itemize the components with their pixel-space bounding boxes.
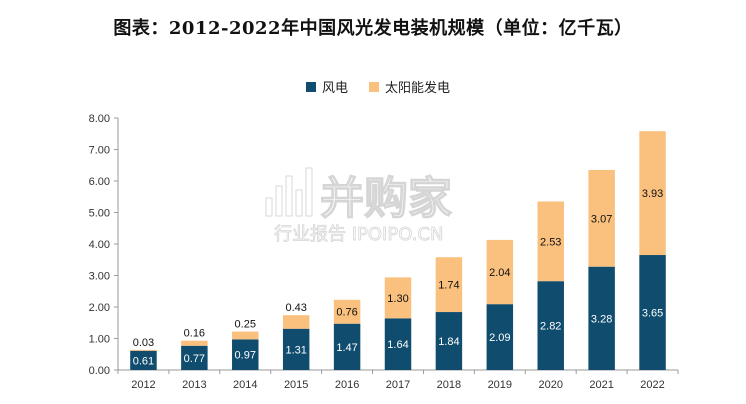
data-label-wind: 1.64 [387,339,408,351]
data-label-wind: 3.65 [642,308,663,320]
x-tick-label: 2016 [335,379,359,391]
x-tick-label: 2020 [538,379,562,391]
data-label-wind: 3.28 [591,313,612,325]
bar-segment-wind [333,323,361,370]
bar-segment-solar [639,131,666,256]
x-tick-label: 2013 [182,379,206,391]
data-label-wind: 0.77 [184,353,205,365]
data-label-wind: 1.47 [336,342,357,354]
bar-segment-solar [588,169,615,267]
legend-label-wind: 风电 [322,81,348,96]
bar-segment-solar [282,315,310,329]
watermark-main-text: 并购家 [320,173,452,224]
y-tick-label: 8.00 [89,113,110,125]
x-tick-label: 2021 [589,379,613,391]
legend-swatch-solar [369,82,379,92]
x-tick-label: 2017 [386,379,410,391]
bar-segment-wind [537,281,564,370]
x-tick-label: 2012 [131,379,155,391]
data-label-wind: 1.84 [438,336,459,348]
bar-segment-solar [384,277,412,319]
data-label-solar: 0.16 [184,328,205,340]
y-tick-label: 2.00 [89,302,110,314]
bar-segment-wind [639,255,666,370]
y-tick-label: 5.00 [89,208,110,220]
data-label-solar: 2.53 [540,236,561,248]
data-label-wind: 2.09 [489,332,510,344]
data-label-wind: 2.82 [540,321,561,333]
y-tick-label: 1.00 [89,334,110,346]
bar-segment-wind [384,318,412,370]
data-label-solar: 1.30 [387,293,408,305]
x-tick-label: 2014 [233,379,257,391]
bar-segment-wind [130,350,157,370]
bar-segment-solar [232,331,259,340]
bar-segment-wind [232,339,259,370]
bar-segment-wind [486,304,514,370]
watermark: 并购家 行业报告 IPOIPO.CN [265,167,453,245]
bar-chart-logo-icon [265,167,313,217]
x-tick-label: 2015 [284,379,308,391]
bar-segment-wind [435,312,463,370]
data-label-solar: 0.03 [133,337,154,349]
bar-segment-solar [537,201,564,282]
legend: 风电 太阳能发电 [306,80,450,96]
data-label-solar: 0.43 [285,302,306,314]
data-label-wind: 0.61 [133,355,154,367]
x-tick-label: 2018 [437,379,461,391]
y-tick-label: 6.00 [89,176,110,188]
bar-segment-solar [181,340,208,346]
y-tick-label: 0.00 [89,365,110,377]
data-labels: 0.61 0.03 0.77 0.16 0.97 0.25 1.31 0.43 1.47 0.76… [133,188,664,367]
x-tick-label: 2022 [640,379,664,391]
data-label-solar: 0.25 [235,319,256,331]
data-label-solar: 2.04 [489,267,510,279]
data-label-wind: 0.97 [235,350,256,362]
legend-swatch-wind [306,82,316,92]
data-label-solar: 3.07 [591,213,612,225]
bar-segment-solar [435,257,463,313]
chart-title: 图表：2012-2022年中国风光发电装机规模（单位：亿千瓦） [113,18,633,39]
bar-segment-solar [130,349,157,351]
watermark-sub-text: 行业报告 IPOIPO.CN [274,224,443,245]
bar-segment-solar [333,299,361,324]
data-label-wind: 1.31 [285,344,306,356]
y-tick-label: 3.00 [89,271,110,283]
y-tick-label: 7.00 [89,145,110,157]
bars [130,131,666,370]
data-label-solar: 1.74 [438,280,459,292]
data-label-solar: 3.93 [642,188,663,200]
data-label-solar: 0.76 [336,307,357,319]
bar-segment-wind [588,266,615,370]
legend-label-solar: 太阳能发电 [385,80,450,96]
bar-segment-wind [181,345,208,370]
bar-segment-wind [282,328,310,370]
y-tick-label: 4.00 [89,239,110,251]
axes: 0.00 1.00 2.00 3.00 4.00 5.00 6.00 7.00 8.00 2012… [89,113,679,391]
x-tick-label: 2019 [488,379,512,391]
bar-segment-solar [486,239,514,305]
